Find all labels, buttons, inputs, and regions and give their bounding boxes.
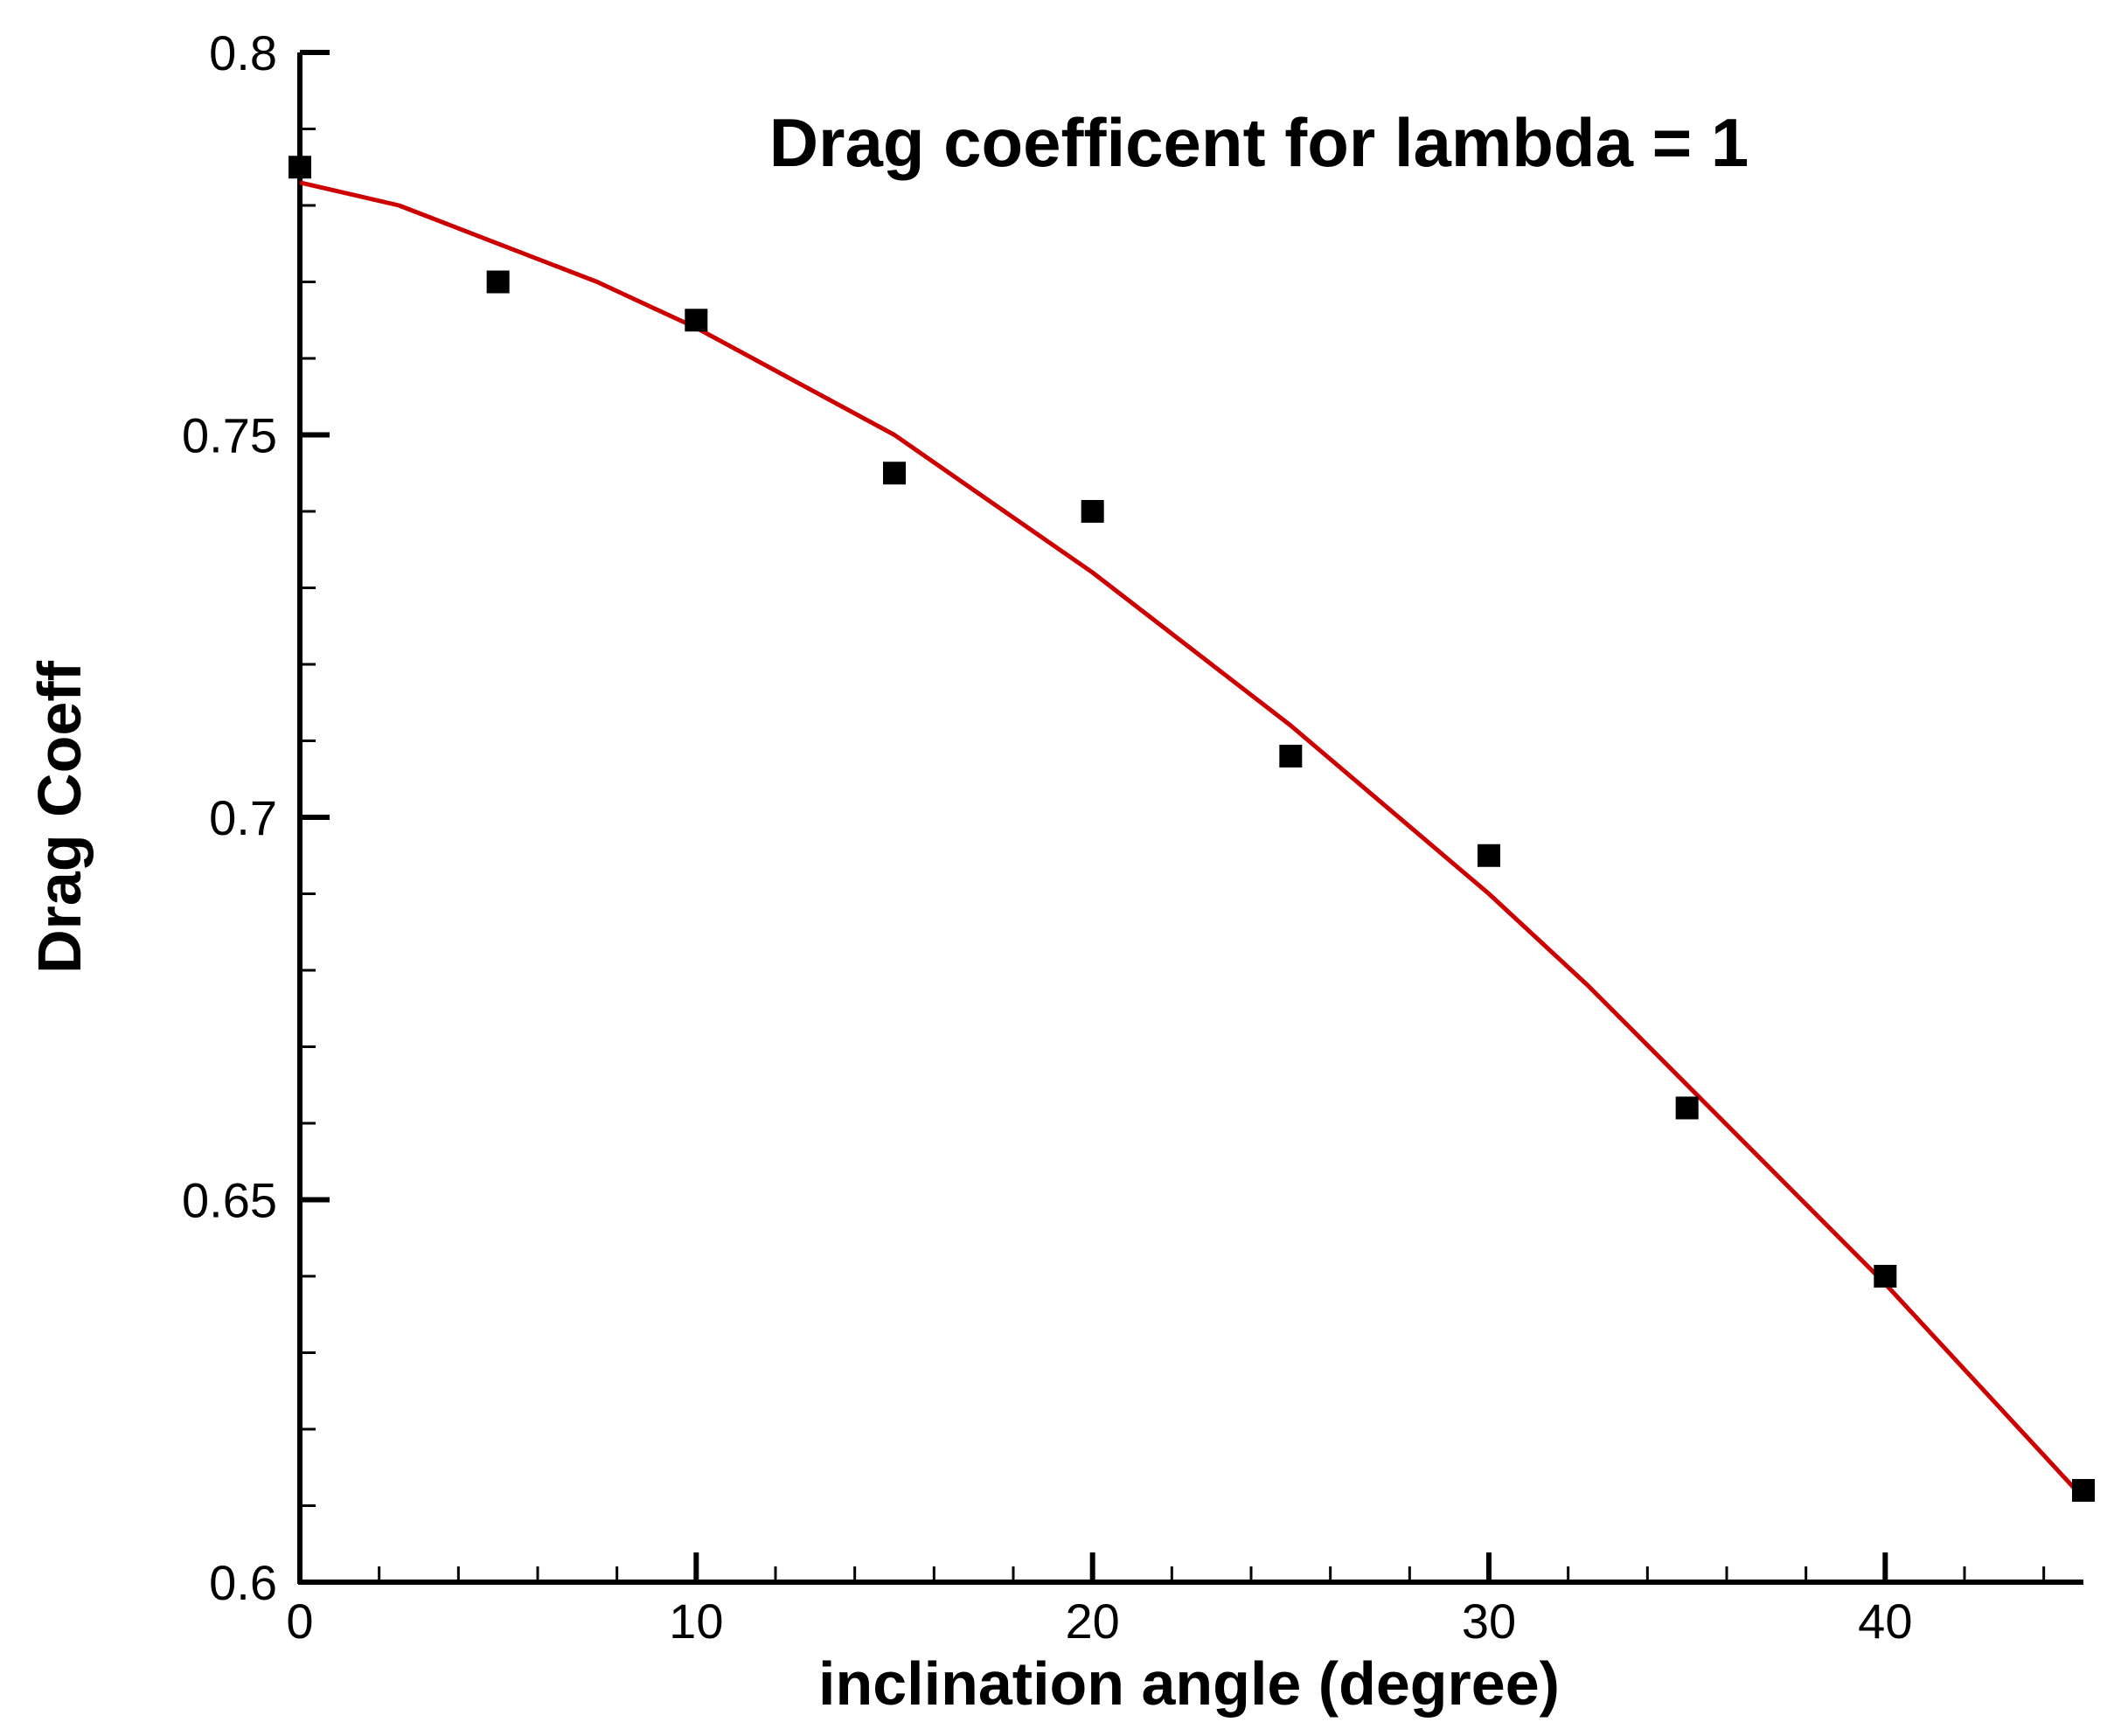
y-tick-label: 0.6 — [209, 1555, 277, 1610]
data-points-layer — [289, 156, 2095, 1502]
chart-title: Drag coefficent for lambda = 1 — [769, 104, 1749, 181]
x-tick-label: 0 — [286, 1594, 313, 1649]
tick-labels: 0.6 0.65 0.7 0.75 0.8 0 10 20 30 40 — [182, 25, 1912, 1649]
data-point-marker — [1675, 1096, 1699, 1120]
axes — [297, 52, 2083, 1585]
fit-curve-layer — [299, 180, 2085, 1500]
data-point-marker — [289, 156, 311, 179]
x-tick-label: 40 — [1858, 1594, 1912, 1649]
data-point-marker — [486, 270, 510, 294]
x-tick-label: 30 — [1462, 1594, 1516, 1649]
y-tick-label: 0.8 — [209, 25, 277, 80]
fit-curve-line — [299, 180, 2085, 1500]
data-point-marker — [685, 309, 708, 332]
data-point-marker — [1478, 844, 1500, 867]
tick-marks — [297, 50, 2046, 1585]
data-point-marker — [883, 462, 906, 485]
data-point-marker — [1874, 1265, 1897, 1288]
data-point-marker — [1081, 500, 1104, 523]
x-tick-label: 20 — [1066, 1594, 1120, 1649]
data-point-marker — [2072, 1479, 2095, 1502]
x-axis-label: inclination angle (degree) — [818, 1649, 1560, 1718]
data-point-marker — [1279, 745, 1303, 767]
y-tick-label: 0.65 — [182, 1173, 277, 1228]
y-axis-label: Drag Coeff — [25, 660, 94, 973]
y-tick-label: 0.75 — [182, 408, 277, 463]
y-tick-label: 0.7 — [209, 790, 277, 845]
x-tick-label: 10 — [669, 1594, 723, 1649]
